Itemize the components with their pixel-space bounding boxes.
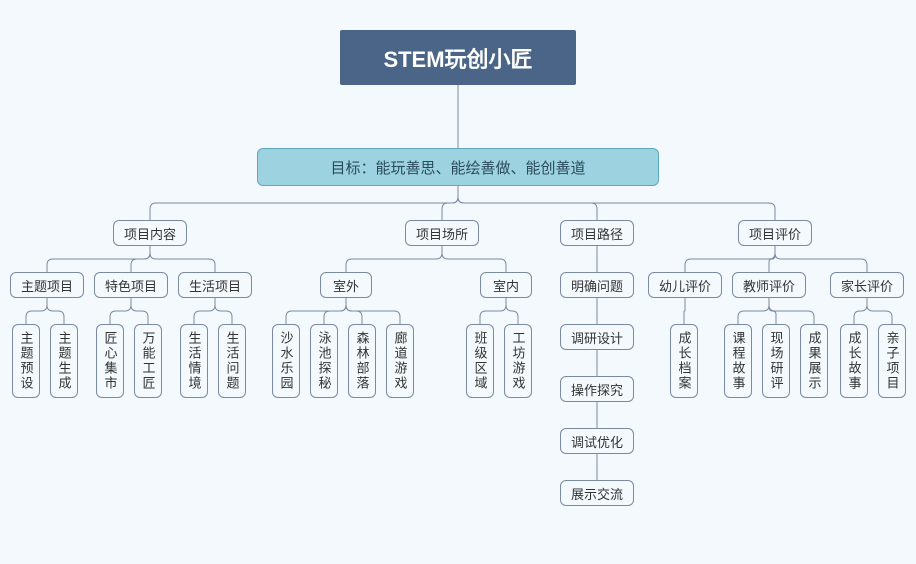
- node-label: 室内: [493, 276, 519, 295]
- node-label: 项目评价: [749, 224, 801, 243]
- node-label: 课程故事: [729, 331, 748, 391]
- node-l3-6: 幼儿评价: [648, 272, 722, 298]
- node-label: 目标：能玩善思、能绘善做、能创善道: [330, 157, 585, 178]
- node-lf-10: 班级区域: [466, 324, 494, 398]
- node-label: 家长评价: [841, 276, 893, 295]
- node-lf-7: 泳池探秘: [310, 324, 338, 398]
- node-l2-2: 项目路径: [560, 220, 634, 246]
- node-l3-5: 明确问题: [560, 272, 634, 298]
- node-label: 现场研评: [767, 331, 786, 391]
- node-label: 主题预设: [17, 331, 36, 391]
- node-label: 特色项目: [105, 276, 157, 295]
- node-label: 项目场所: [416, 224, 468, 243]
- node-lf-1: 主题生成: [50, 324, 78, 398]
- node-label: 万能工匠: [139, 331, 158, 391]
- node-l3-7: 教师评价: [732, 272, 806, 298]
- node-lf-16: 成长档案: [670, 324, 698, 398]
- node-l3-8: 家长评价: [830, 272, 904, 298]
- node-lf-2: 匠心集市: [96, 324, 124, 398]
- node-lf-0: 主题预设: [12, 324, 40, 398]
- node-l3-1: 特色项目: [94, 272, 168, 298]
- node-label: 幼儿评价: [659, 276, 711, 295]
- node-label: 室外: [333, 276, 359, 295]
- node-label: 展示交流: [571, 484, 623, 503]
- node-label: 主题项目: [21, 276, 73, 295]
- node-l3-3: 室外: [320, 272, 372, 298]
- node-label: 调试优化: [571, 432, 623, 451]
- node-label: 明确问题: [571, 276, 623, 295]
- node-lf-17: 课程故事: [724, 324, 752, 398]
- node-lf-11: 工坊游戏: [504, 324, 532, 398]
- node-lf-3: 万能工匠: [134, 324, 162, 398]
- node-label: 亲子项目: [883, 331, 902, 391]
- diagram-canvas: STEM玩创小匠目标：能玩善思、能绘善做、能创善道项目内容 项目场所 项目路径 项目评…: [0, 0, 916, 564]
- node-label: 项目内容: [124, 224, 176, 243]
- node-label: 森林部落: [353, 331, 372, 391]
- node-label: 匠心集市: [101, 331, 120, 391]
- node-l2-1: 项目场所: [405, 220, 479, 246]
- node-pc-1: 操作探究: [560, 376, 634, 402]
- node-label: 操作探究: [571, 380, 623, 399]
- node-label: 廊道游戏: [391, 331, 410, 391]
- node-label: 教师评价: [743, 276, 795, 295]
- node-label: 项目路径: [571, 224, 623, 243]
- node-label: 成果展示: [805, 331, 824, 391]
- node-l2-0: 项目内容: [113, 220, 187, 246]
- node-pc-0: 调研设计: [560, 324, 634, 350]
- node-l2-3: 项目评价: [738, 220, 812, 246]
- node-root: STEM玩创小匠: [340, 30, 576, 85]
- node-label: 沙水乐园: [277, 331, 296, 391]
- node-label: 成长档案: [675, 331, 694, 391]
- node-label: 主题生成: [55, 331, 74, 391]
- node-label: 成长故事: [845, 331, 864, 391]
- node-label: 生活项目: [189, 276, 241, 295]
- node-label: 调研设计: [571, 328, 623, 347]
- node-label: 生活情境: [185, 331, 204, 391]
- node-lf-6: 沙水乐园: [272, 324, 300, 398]
- node-label: 泳池探秘: [315, 331, 334, 391]
- node-lf-4: 生活情境: [180, 324, 208, 398]
- node-pc-3: 展示交流: [560, 480, 634, 506]
- node-lf-18: 现场研评: [762, 324, 790, 398]
- node-l3-0: 主题项目: [10, 272, 84, 298]
- node-label: 班级区域: [471, 331, 490, 391]
- node-goal: 目标：能玩善思、能绘善做、能创善道: [257, 148, 659, 186]
- node-lf-5: 生活问题: [218, 324, 246, 398]
- node-lf-9: 廊道游戏: [386, 324, 414, 398]
- node-lf-20: 成长故事: [840, 324, 868, 398]
- node-label: 生活问题: [223, 331, 242, 391]
- node-lf-8: 森林部落: [348, 324, 376, 398]
- node-l3-2: 生活项目: [178, 272, 252, 298]
- node-label: 工坊游戏: [509, 331, 528, 391]
- node-lf-21: 亲子项目: [878, 324, 906, 398]
- node-lf-19: 成果展示: [800, 324, 828, 398]
- node-label: STEM玩创小匠: [383, 42, 532, 74]
- node-pc-2: 调试优化: [560, 428, 634, 454]
- node-l3-4: 室内: [480, 272, 532, 298]
